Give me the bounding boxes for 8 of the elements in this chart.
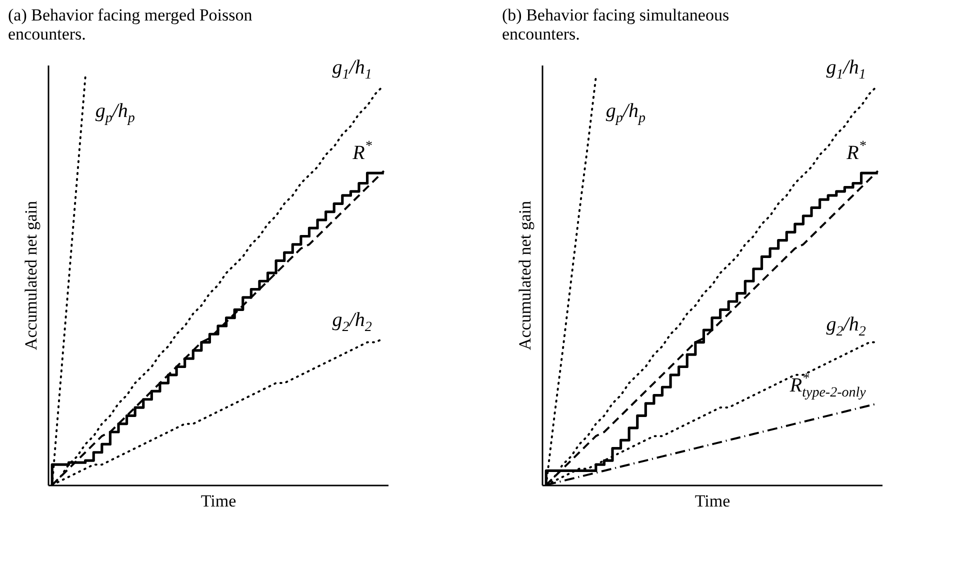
- y-axis-title: Accumulated net gain: [22, 200, 40, 350]
- chart-title: (a) Behavior facing merged Poisson encounters.: [8, 5, 253, 44]
- series-label: R*: [352, 139, 372, 164]
- chart-title: (b) Behavior facing simultaneous encounters.: [502, 5, 730, 44]
- x-axis-title: Time: [200, 492, 236, 510]
- series-label: R*: [846, 139, 866, 164]
- y-axis-title: Accumulated net gain: [516, 200, 534, 350]
- x-axis-title: Time: [694, 492, 730, 510]
